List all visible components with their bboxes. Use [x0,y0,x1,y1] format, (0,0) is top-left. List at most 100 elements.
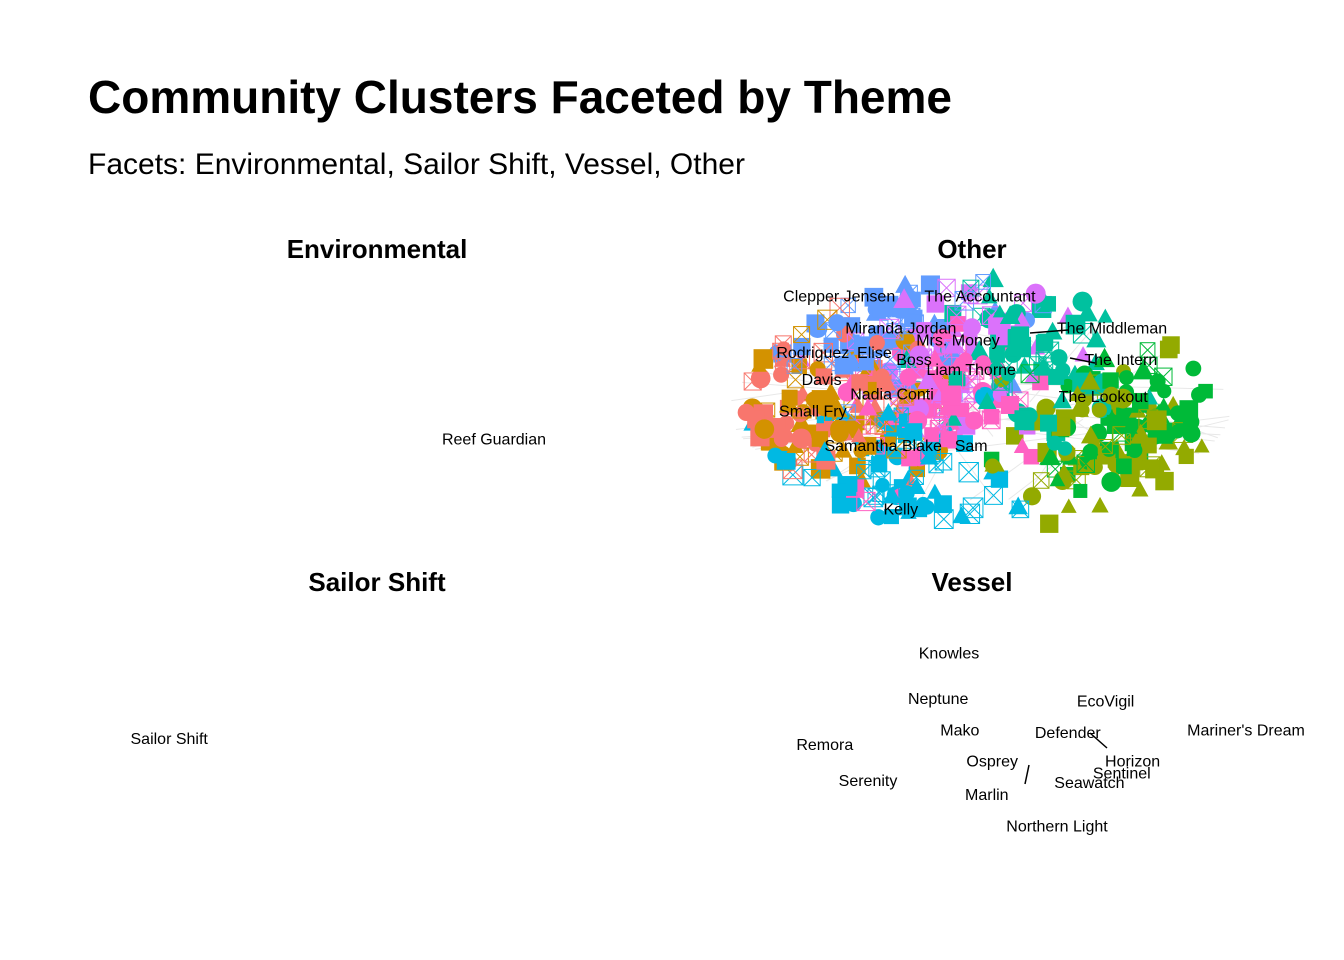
node-point [1097,439,1113,455]
node-point [773,431,790,447]
node-point [943,334,965,354]
node-point [853,336,873,355]
node-point [934,495,952,514]
node-point [898,497,917,516]
node-point [870,509,887,526]
label-leader-line [1089,732,1108,749]
node-point [933,401,950,418]
node-point [1149,373,1166,390]
node-label-liam-thorne: Liam Thorne [926,362,1016,379]
node-point [856,491,876,512]
other-cluster-marks [731,267,1230,533]
node-point [934,452,953,471]
node-point [1182,413,1200,431]
node-label-miranda-jordan: Miranda Jordan [845,320,956,337]
node-point [1040,296,1057,312]
label-leader-line [1069,357,1096,364]
node-point [919,499,935,515]
node-label-sailor-shift: Sailor Shift [131,731,209,748]
node-point [1065,314,1086,335]
node-point [858,398,878,416]
node-point [1132,359,1155,380]
node-point [1014,410,1035,431]
node-point [946,305,967,326]
node-label-knowles: Knowles [919,646,979,663]
facet-strip-other: Other [937,234,1006,264]
node-point [830,423,849,443]
node-point [822,398,839,414]
node-point [962,497,984,519]
node-point [1129,423,1152,444]
node-point [989,346,1005,363]
node-point [1033,357,1054,376]
node-point [989,361,1004,377]
node-point [1050,349,1068,367]
node-point [1072,291,1093,312]
node-point [895,274,916,293]
node-point [893,288,915,308]
node-point [1102,372,1119,389]
node-point [980,288,998,304]
node-point [941,385,962,406]
node-point [988,317,1006,335]
node-point [1073,483,1088,498]
node-point [806,314,825,333]
node-point [1091,496,1109,513]
node-point [803,468,821,487]
facet-strip-sailor-shift: Sailor Shift [308,567,446,597]
node-point [925,349,945,367]
node-label-defender: Defender [1035,725,1101,742]
node-label-rodriguez: Rodriguez [776,345,849,362]
node-point [781,389,798,406]
node-point [901,450,918,467]
node-label-samantha-blake: Samantha Blake [824,438,942,455]
node-point [984,458,1001,474]
node-point [1072,322,1094,344]
node-label-reef-guardian: Reef Guardian [442,431,546,448]
node-point [1032,472,1050,489]
node-point [776,450,796,470]
node-point [1008,496,1028,515]
node-point [958,462,979,483]
node-point [897,388,915,406]
node-label-mrs-money: Mrs. Money [916,333,1000,350]
node-point [956,435,973,453]
node-label-nadia-conti: Nadia Conti [850,386,934,403]
node-point [962,318,981,337]
node-point [1037,333,1054,350]
node-point [1185,360,1202,377]
node-point [1068,398,1089,417]
node-point [1101,472,1122,492]
node-point [1025,283,1046,304]
node-point [1127,442,1143,459]
node-point [1013,437,1031,453]
node-point [1170,424,1185,439]
node-point [975,355,991,371]
node-point [921,439,939,457]
node-point [904,423,923,441]
node-point [864,287,884,307]
node-label-northern-light: Northern Light [1006,818,1108,835]
node-point [883,484,900,500]
node-point [1022,487,1042,506]
node-point [1052,390,1072,409]
node-point [883,509,899,525]
node-point [940,431,957,448]
node-point [945,410,962,426]
node-label-seawatch: Seawatch [1054,775,1124,792]
node-point [737,403,755,422]
node-label-davis: Davis [802,372,842,389]
node-point [879,318,900,339]
node-point [1097,308,1114,323]
node-point [790,412,813,433]
node-point [754,419,775,439]
node-point [1060,378,1075,394]
node-point [1060,498,1077,513]
node-point [1068,385,1087,402]
node-point [1146,410,1167,431]
label-leader-line [1029,329,1069,334]
node-label-sam: Sam [955,438,988,455]
node-point [968,340,991,360]
node-point [975,274,991,290]
node-label-horizon: Horizon [1105,754,1160,771]
